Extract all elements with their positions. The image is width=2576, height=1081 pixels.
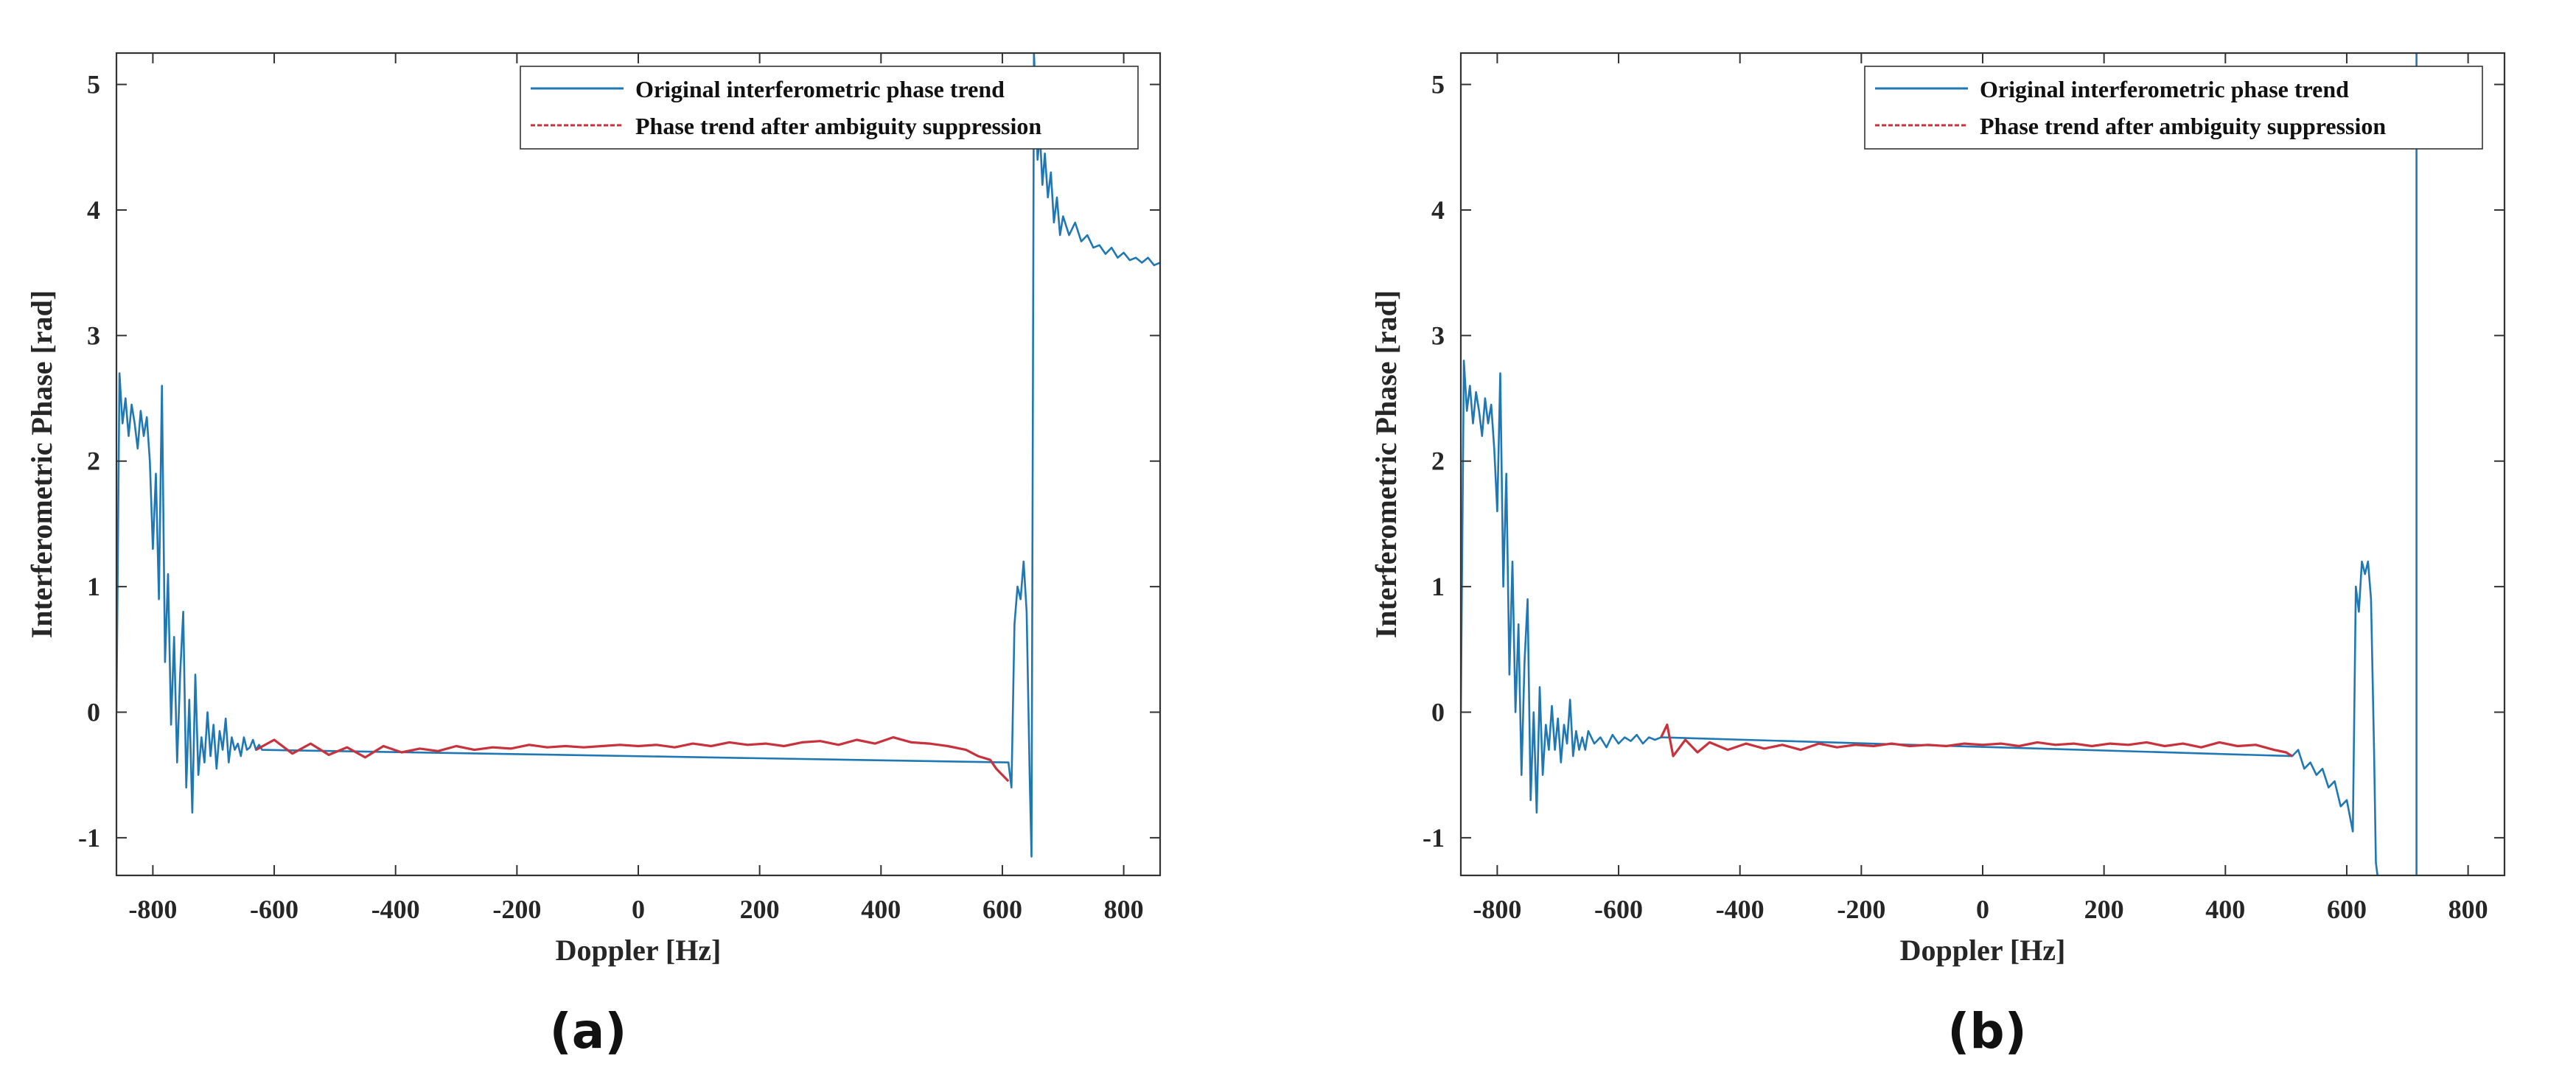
y-tick-label: -1 <box>78 823 100 853</box>
x-tick-label: 200 <box>740 895 780 924</box>
y-axis-label: Interferometric Phase [rad] <box>25 290 58 638</box>
y-tick-label: 5 <box>87 70 100 99</box>
legend-label-suppressed: Phase trend after ambiguity suppression <box>635 113 1041 139</box>
y-tick-label: 4 <box>87 195 100 225</box>
y-tick-label: 0 <box>1431 698 1445 727</box>
y-tick-label: 2 <box>1431 447 1445 476</box>
legend-box <box>1864 66 2483 150</box>
x-tick-label: 600 <box>2327 895 2367 924</box>
series-line-original-interferometric-phase-trend <box>1461 360 2379 875</box>
panel-label: (b) <box>1947 1003 2027 1060</box>
x-tick-label: -600 <box>250 895 299 924</box>
series-layer <box>1461 53 2418 875</box>
panel-label: (a) <box>550 1003 627 1060</box>
y-tick-label: 3 <box>1431 321 1445 350</box>
series-line-phase-trend-after-ambiguity-suppression <box>255 735 1010 783</box>
x-tick-label: 800 <box>2448 895 2488 924</box>
legend: Original interferometric phase trend Pha… <box>1864 66 2483 150</box>
tick-layer: -800 -600 -400 -200 0 200 400 600 800 -1 0 1 2 3 4 5 <box>1423 53 2505 924</box>
x-tick-label: -400 <box>1716 895 1765 924</box>
y-tick-label: -1 <box>1423 823 1445 853</box>
legend-label-suppressed: Phase trend after ambiguity suppression <box>1980 113 2386 139</box>
legend-box <box>520 66 1139 150</box>
series-line-phase-trend-after-ambiguity-suppression <box>1660 723 2293 758</box>
legend-label-original: Original interferometric phase trend <box>1980 76 2349 102</box>
x-tick-label: 0 <box>1976 895 1989 924</box>
y-axis-label: Interferometric Phase [rad] <box>1369 290 1403 638</box>
panel-a: -800 -600 -400 -200 0 200 400 600 800 -1 0 1 2 3 4 5 Do… <box>25 52 1162 1060</box>
panel-b: -800 -600 -400 -200 0 200 400 600 800 -1 0 1 2 3 4 5 Do… <box>1369 52 2506 1060</box>
x-tick-label: 400 <box>861 895 901 924</box>
y-tick-label: 1 <box>1431 572 1445 601</box>
y-tick-label: 5 <box>1431 70 1445 99</box>
x-tick-label: -800 <box>1473 895 1521 924</box>
y-tick-label: 1 <box>87 572 100 601</box>
series-line-original-interferometric-phase-trend <box>116 53 1160 858</box>
y-tick-label: 0 <box>87 698 100 727</box>
x-tick-label: -400 <box>371 895 420 924</box>
x-tick-label: 0 <box>632 895 645 924</box>
x-tick-label: 800 <box>1104 895 1144 924</box>
x-axis-label: Doppler [Hz] <box>556 934 722 967</box>
y-tick-label: 4 <box>1431 195 1445 225</box>
legend-label-original: Original interferometric phase trend <box>635 76 1005 102</box>
y-tick-label: 3 <box>87 321 100 350</box>
x-tick-label: 200 <box>2084 895 2124 924</box>
series-layer <box>116 53 1160 858</box>
x-axis-label: Doppler [Hz] <box>1900 934 2066 967</box>
x-tick-label: 400 <box>2205 895 2245 924</box>
x-tick-label: 600 <box>982 895 1022 924</box>
y-tick-label: 2 <box>87 447 100 476</box>
x-tick-label: -200 <box>1837 895 1885 924</box>
legend: Original interferometric phase trend Pha… <box>520 66 1139 150</box>
tick-layer: -800 -600 -400 -200 0 200 400 600 800 -1 0 1 2 3 4 5 <box>78 53 1160 924</box>
x-tick-label: -800 <box>128 895 177 924</box>
x-tick-label: -200 <box>492 895 541 924</box>
x-tick-label: -600 <box>1594 895 1643 924</box>
